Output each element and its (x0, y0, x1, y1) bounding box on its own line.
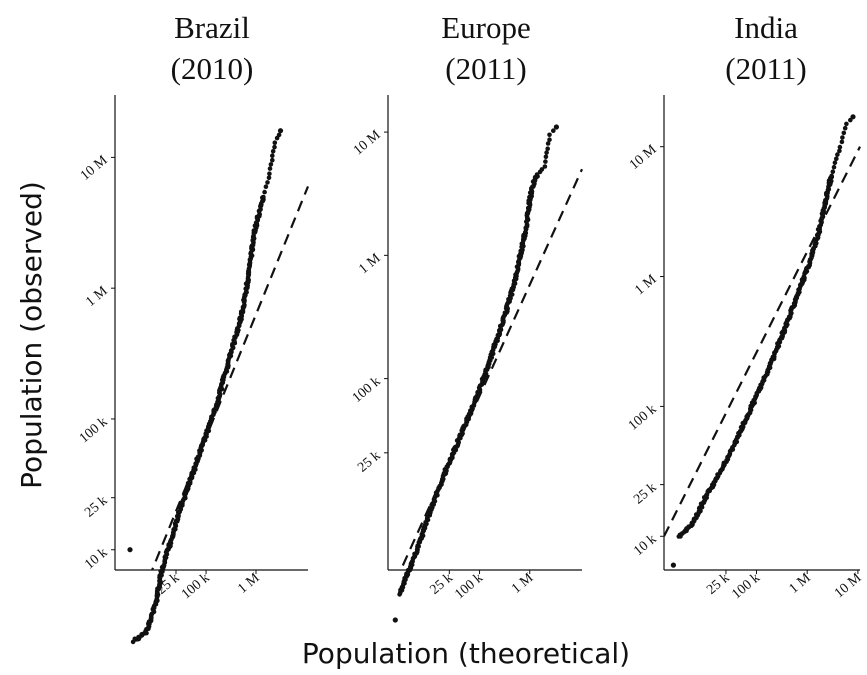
panel-subtitle: (2011) (725, 51, 807, 86)
y-tick-label: 10 k (82, 545, 110, 572)
y-tick-label: 10 M (78, 153, 111, 184)
observed-points (127, 128, 284, 645)
data-point (544, 150, 549, 155)
y-tick-label: 25 k (631, 480, 659, 507)
data-point (831, 164, 837, 170)
data-point (850, 114, 856, 120)
data-point (543, 154, 549, 160)
y-tick-label: 25 k (355, 448, 383, 475)
x-tick-label: 100 k (179, 571, 213, 603)
data-point (265, 180, 270, 185)
x-tick-label: 25 k (427, 571, 455, 598)
data-point (844, 121, 849, 127)
observed-points (670, 114, 856, 568)
x-tick-label: 1 M (509, 570, 537, 597)
data-point (842, 125, 848, 131)
y-tick-label: 25 k (82, 493, 110, 520)
data-point (670, 562, 677, 568)
y-tick-label: 1 M (632, 272, 660, 299)
data-point (834, 156, 839, 162)
data-point (277, 128, 284, 134)
data-point (840, 135, 845, 140)
y-tick-label: 100 k (77, 415, 111, 447)
y-tick-label: 1 M (83, 283, 111, 310)
y-tick-label: 10 k (631, 532, 659, 559)
data-point (272, 140, 278, 145)
x-axis-title: Population (theoretical) (302, 637, 630, 670)
data-point (270, 149, 276, 154)
data-point (837, 148, 842, 154)
data-point (839, 139, 845, 145)
data-point (392, 617, 398, 623)
data-point (267, 166, 273, 171)
data-point (553, 124, 560, 130)
data-point (835, 152, 840, 157)
data-point (270, 153, 275, 158)
reference-line (399, 168, 584, 570)
y-tick-label: 1 M (356, 251, 384, 278)
data-point (267, 171, 272, 176)
data-point (841, 130, 847, 136)
x-tick-label: 25 k (704, 571, 732, 598)
data-point (848, 117, 853, 123)
data-point (261, 194, 266, 200)
data-point (539, 167, 545, 172)
data-point (127, 547, 133, 553)
data-point (266, 175, 272, 181)
observed-points (392, 124, 560, 623)
panel-title: India (734, 10, 798, 45)
data-point (551, 128, 556, 133)
reference-line (664, 146, 861, 537)
y-tick-label: 100 k (626, 402, 660, 434)
data-point (272, 144, 277, 150)
panel-title: Brazil (174, 10, 250, 45)
data-point (268, 162, 274, 167)
data-point (545, 141, 551, 146)
data-point (262, 189, 267, 195)
data-point (263, 184, 269, 189)
data-point (830, 169, 836, 174)
x-tick-label: 1 M (235, 570, 263, 597)
x-tick-label: 100 k (729, 571, 763, 603)
y-axis-title: Population (observed) (15, 181, 48, 489)
panel-subtitle: (2010) (171, 51, 254, 86)
y-tick-label: 10 M (627, 142, 660, 173)
data-point (832, 160, 838, 165)
data-point (534, 172, 540, 177)
data-point (829, 173, 834, 179)
y-tick-label: 100 k (350, 374, 384, 406)
data-point (542, 164, 548, 169)
x-tick-label: 10 M (832, 570, 865, 601)
panel-title: Europe (441, 10, 531, 45)
x-tick-label: 100 k (452, 571, 486, 603)
y-tick-label: 10 M (351, 127, 384, 158)
data-point (547, 132, 552, 138)
data-point (543, 159, 548, 164)
panel-subtitle: (2011) (445, 51, 527, 86)
x-tick-label: 1 M (787, 570, 815, 597)
data-point (545, 146, 550, 151)
data-point (276, 132, 282, 138)
data-point (837, 144, 843, 150)
data-point (270, 157, 275, 163)
data-point (547, 137, 552, 142)
